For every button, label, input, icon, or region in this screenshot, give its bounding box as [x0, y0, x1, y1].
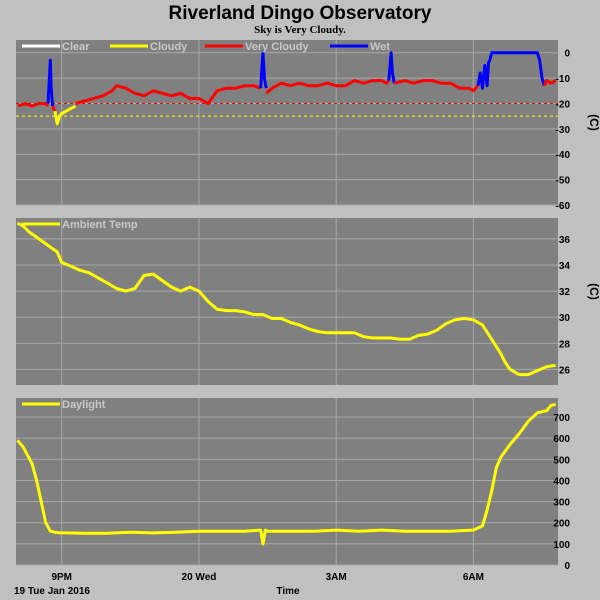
series-line [259, 51, 268, 89]
series-line [393, 79, 480, 93]
series-line [75, 84, 262, 105]
daylight-panel: 0 100 200 300 400 500 600 700 Daylight [16, 398, 570, 572]
legend-label: Clear [62, 41, 90, 53]
legend-label: Daylight [62, 399, 106, 411]
y-tick-label: 200 [553, 519, 570, 530]
y-tick-label: -10 [556, 74, 571, 85]
chart-title: Riverland Dingo Observatory [169, 3, 432, 24]
series-line [17, 102, 50, 108]
plot-area [16, 398, 558, 565]
series-line [46, 58, 55, 107]
plot-area [16, 40, 558, 205]
series-line [265, 79, 390, 95]
y-tick-label: 34 [559, 261, 571, 272]
chart-subtitle: Sky is Very Cloudy. [254, 24, 346, 36]
y-tick-label: 0 [564, 561, 570, 572]
y-tick-label: 36 [559, 235, 571, 246]
y-tick-label: -20 [556, 99, 571, 110]
series-line [476, 51, 546, 90]
plot-area [16, 218, 558, 385]
series-line [387, 51, 396, 84]
y-tick-label: 300 [553, 498, 570, 509]
legend-label: Wet [370, 41, 390, 53]
y-tick-label: -40 [556, 150, 571, 161]
legend-label: Very Cloudy [245, 41, 309, 53]
y-tick-label: -30 [556, 125, 571, 136]
series-line [51, 105, 57, 112]
y-tick-label: 30 [559, 313, 571, 324]
series-line [16, 402, 557, 546]
y-tick-label: 0 [564, 49, 570, 60]
series-line [542, 79, 557, 87]
sky-panel: 0 -10 -20 -30 -40 -50 -60 Clear Cloudy Very Cloud… [16, 40, 600, 212]
legend-label: Ambient Temp [62, 219, 138, 231]
unit-label: (C) [587, 114, 600, 131]
y-tick-label: -60 [556, 201, 571, 212]
x-tick-label: 20 Wed [182, 572, 217, 583]
series-line [16, 221, 556, 377]
x-tick-label: 6AM [463, 572, 484, 583]
temp-panel: 26 28 30 32 34 36 Ambient Temp (C) [16, 218, 600, 385]
y-tick-label: 100 [553, 540, 570, 551]
y-tick-label: 400 [553, 476, 570, 487]
y-tick-label: -50 [556, 176, 571, 187]
legend-label: Cloudy [150, 41, 188, 53]
x-date-label: 19 Tue Jan 2016 [14, 586, 90, 597]
x-axis-label: Time [276, 586, 300, 597]
y-tick-label: 32 [559, 287, 571, 298]
unit-label: (C) [587, 283, 600, 300]
y-tick-label: 600 [553, 434, 570, 445]
x-tick-label: 9PM [51, 572, 72, 583]
y-tick-label: 700 [553, 413, 570, 424]
x-tick-label: 3AM [326, 572, 347, 583]
y-tick-label: 500 [553, 455, 570, 466]
y-tick-label: 26 [559, 365, 571, 376]
series-line [53, 104, 77, 126]
x-axis: 9PM 20 Wed 3AM 6AM [51, 572, 483, 583]
y-tick-label: 28 [559, 339, 571, 350]
